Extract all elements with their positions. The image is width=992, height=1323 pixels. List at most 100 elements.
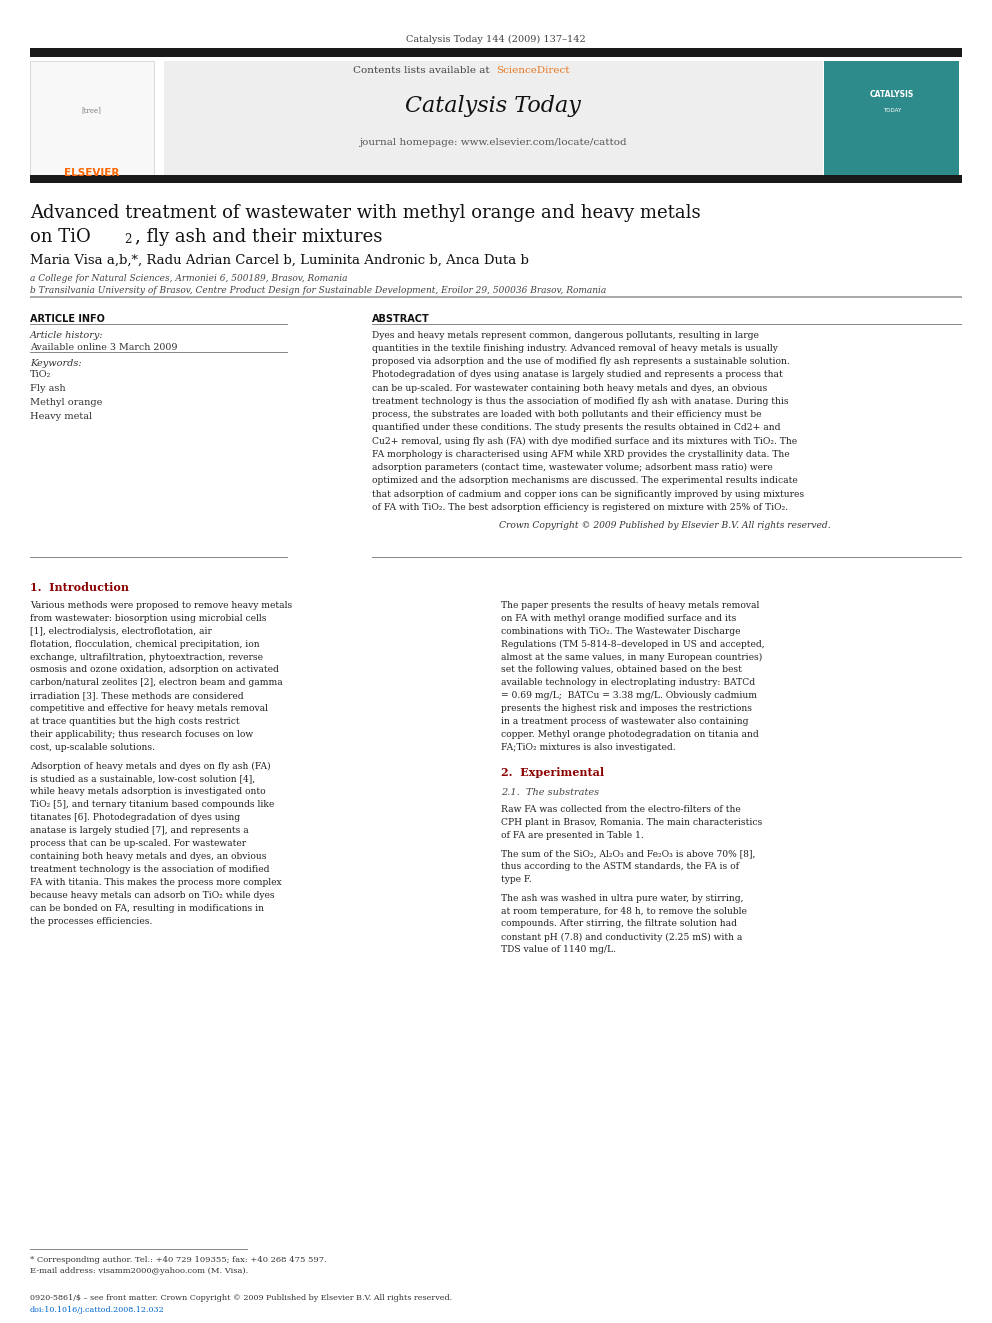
Text: proposed via adsorption and the use of modified fly ash represents a sustainable: proposed via adsorption and the use of m…	[372, 357, 790, 366]
Text: Dyes and heavy metals represent common, dangerous pollutants, resulting in large: Dyes and heavy metals represent common, …	[372, 331, 759, 340]
Text: ScienceDirect: ScienceDirect	[496, 66, 569, 75]
Text: Maria Visa a,b,*, Radu Adrian Carcel b, Luminita Andronic b, Anca Duta b: Maria Visa a,b,*, Radu Adrian Carcel b, …	[30, 254, 529, 267]
Text: adsorption parameters (contact time, wastewater volume; adsorbent mass ratio) we: adsorption parameters (contact time, was…	[372, 463, 773, 472]
Text: b Transilvania University of Brasov, Centre Product Design for Sustainable Devel: b Transilvania University of Brasov, Cen…	[30, 286, 606, 295]
Text: quantities in the textile finishing industry. Advanced removal of heavy metals i: quantities in the textile finishing indu…	[372, 344, 778, 353]
Text: flotation, flocculation, chemical precipitation, ion: flotation, flocculation, chemical precip…	[30, 639, 259, 648]
Text: from wastewater: biosorption using microbial cells: from wastewater: biosorption using micro…	[30, 614, 266, 623]
Bar	[30, 61, 154, 177]
Text: Cu2+ removal, using fly ash (FA) with dye modified surface and its mixtures with: Cu2+ removal, using fly ash (FA) with dy…	[372, 437, 798, 446]
Text: anatase is largely studied [7], and represents a: anatase is largely studied [7], and repr…	[30, 827, 249, 835]
Text: FA morphology is characterised using AFM while XRD provides the crystallinity da: FA morphology is characterised using AFM…	[372, 450, 790, 459]
Bar	[824, 61, 959, 177]
Text: exchange, ultrafiltration, phytoextraction, reverse: exchange, ultrafiltration, phytoextracti…	[30, 652, 263, 662]
Text: irradiation [3]. These methods are considered: irradiation [3]. These methods are consi…	[30, 692, 243, 700]
Text: doi:10.1016/j.cattod.2008.12.032: doi:10.1016/j.cattod.2008.12.032	[30, 1306, 165, 1314]
Bar	[30, 48, 962, 57]
Text: TODAY: TODAY	[883, 108, 901, 114]
Text: , fly ash and their mixtures: , fly ash and their mixtures	[135, 228, 382, 246]
Text: containing both heavy metals and dyes, an obvious: containing both heavy metals and dyes, a…	[30, 852, 266, 861]
Text: at room temperature, for 48 h, to remove the soluble: at room temperature, for 48 h, to remove…	[501, 906, 747, 916]
Text: osmosis and ozone oxidation, adsorption on activated: osmosis and ozone oxidation, adsorption …	[30, 665, 279, 675]
Text: type F.: type F.	[501, 876, 532, 884]
Text: 1.  Introduction: 1. Introduction	[30, 582, 129, 593]
Text: E-mail address: visamm2000@yahoo.com (M. Visa).: E-mail address: visamm2000@yahoo.com (M.…	[30, 1267, 248, 1275]
Text: Available online 3 March 2009: Available online 3 March 2009	[30, 343, 178, 352]
Text: journal homepage: www.elsevier.com/locate/cattod: journal homepage: www.elsevier.com/locat…	[359, 138, 627, 147]
Text: presents the highest risk and imposes the restrictions: presents the highest risk and imposes th…	[501, 704, 752, 713]
Text: process that can be up-scaled. For wastewater: process that can be up-scaled. For waste…	[30, 839, 246, 848]
Text: = 0.69 mg/L;  BATCu = 3.38 mg/L. Obviously cadmium: = 0.69 mg/L; BATCu = 3.38 mg/L. Obviousl…	[501, 692, 757, 700]
Text: CATALYSIS: CATALYSIS	[870, 90, 914, 99]
Text: optimized and the adsorption mechanisms are discussed. The experimental results : optimized and the adsorption mechanisms …	[372, 476, 798, 486]
Text: copper. Methyl orange photodegradation on titania and: copper. Methyl orange photodegradation o…	[501, 730, 759, 740]
Text: available technology in electroplating industry: BATCd: available technology in electroplating i…	[501, 679, 755, 688]
Text: Catalysis Today 144 (2009) 137–142: Catalysis Today 144 (2009) 137–142	[406, 34, 586, 44]
Text: Various methods were proposed to remove heavy metals: Various methods were proposed to remove …	[30, 601, 292, 610]
Text: their applicability; thus research focuses on low: their applicability; thus research focus…	[30, 730, 253, 740]
Text: [1], electrodialysis, electroflotation, air: [1], electrodialysis, electroflotation, …	[30, 627, 211, 635]
Text: Contents lists available at: Contents lists available at	[353, 66, 493, 75]
Bar	[372, 557, 962, 558]
Text: ABSTRACT: ABSTRACT	[372, 314, 430, 324]
Text: Catalysis Today: Catalysis Today	[405, 95, 581, 118]
Text: in a treatment process of wastewater also containing: in a treatment process of wastewater als…	[501, 717, 748, 726]
Text: Fly ash: Fly ash	[30, 384, 65, 393]
Text: constant pH (7.8) and conductivity (2.25 mS) with a: constant pH (7.8) and conductivity (2.25…	[501, 933, 742, 942]
Bar	[164, 61, 823, 177]
Text: Keywords:: Keywords:	[30, 359, 81, 368]
Text: at trace quantities but the high costs restrict: at trace quantities but the high costs r…	[30, 717, 239, 726]
Text: ARTICLE INFO: ARTICLE INFO	[30, 314, 104, 324]
Text: carbon/natural zeolites [2], electron beam and gamma: carbon/natural zeolites [2], electron be…	[30, 679, 283, 688]
Bar	[30, 324, 288, 325]
Text: The ash was washed in ultra pure water, by stirring,: The ash was washed in ultra pure water, …	[501, 893, 743, 902]
Text: treatment technology is the association of modified: treatment technology is the association …	[30, 865, 269, 875]
Text: that adsorption of cadmium and copper ions can be significantly improved by usin: that adsorption of cadmium and copper io…	[372, 490, 805, 499]
Text: thus according to the ASTM standards, the FA is of: thus according to the ASTM standards, th…	[501, 863, 739, 872]
Text: 2.1.  The substrates: 2.1. The substrates	[501, 789, 599, 796]
Text: because heavy metals can adsorb on TiO₂ while dyes: because heavy metals can adsorb on TiO₂ …	[30, 892, 275, 900]
Text: almost at the same values, in many European countries): almost at the same values, in many Europ…	[501, 652, 762, 662]
Text: set the following values, obtained based on the best: set the following values, obtained based…	[501, 665, 742, 675]
Text: a College for Natural Sciences, Armoniei 6, 500189, Brasov, Romania: a College for Natural Sciences, Armoniei…	[30, 274, 347, 283]
Text: Raw FA was collected from the electro-filters of the: Raw FA was collected from the electro-fi…	[501, 806, 741, 814]
Text: quantified under these conditions. The study presents the results obtained in Cd: quantified under these conditions. The s…	[372, 423, 781, 433]
Text: Crown Copyright © 2009 Published by Elsevier B.V. All rights reserved.: Crown Copyright © 2009 Published by Else…	[499, 521, 830, 531]
Bar	[30, 175, 962, 183]
Text: process, the substrates are loaded with both pollutants and their efficiency mus: process, the substrates are loaded with …	[372, 410, 762, 419]
Text: of FA are presented in Table 1.: of FA are presented in Table 1.	[501, 831, 644, 840]
Text: The sum of the SiO₂, Al₂O₃ and Fe₂O₃ is above 70% [8],: The sum of the SiO₂, Al₂O₃ and Fe₂O₃ is …	[501, 849, 755, 859]
Text: TiO₂: TiO₂	[30, 370, 52, 380]
Bar	[30, 296, 962, 298]
Text: treatment technology is thus the association of modified fly ash with anatase. D: treatment technology is thus the associa…	[372, 397, 789, 406]
Text: on TiO: on TiO	[30, 228, 90, 246]
Text: 2.  Experimental: 2. Experimental	[501, 767, 604, 778]
Text: the processes efficiencies.: the processes efficiencies.	[30, 917, 152, 926]
Text: CPH plant in Brasov, Romania. The main characteristics: CPH plant in Brasov, Romania. The main c…	[501, 818, 762, 827]
Text: FA with titania. This makes the process more complex: FA with titania. This makes the process …	[30, 878, 282, 888]
Text: 2: 2	[125, 233, 132, 246]
Text: ELSEVIER: ELSEVIER	[64, 168, 119, 179]
Text: while heavy metals adsorption is investigated onto: while heavy metals adsorption is investi…	[30, 787, 266, 796]
Text: can be up-scaled. For wastewater containing both heavy metals and dyes, an obvio: can be up-scaled. For wastewater contain…	[372, 384, 767, 393]
Text: The paper presents the results of heavy metals removal: The paper presents the results of heavy …	[501, 601, 759, 610]
Text: compounds. After stirring, the filtrate solution had: compounds. After stirring, the filtrate …	[501, 919, 737, 929]
Text: Advanced treatment of wastewater with methyl orange and heavy metals: Advanced treatment of wastewater with me…	[30, 204, 700, 222]
Text: 0920-5861/$ – see front matter. Crown Copyright © 2009 Published by Elsevier B.V: 0920-5861/$ – see front matter. Crown Co…	[30, 1294, 452, 1302]
Bar	[30, 557, 288, 558]
Bar	[30, 352, 288, 353]
Bar	[30, 1249, 248, 1250]
Text: is studied as a sustainable, low-cost solution [4],: is studied as a sustainable, low-cost so…	[30, 774, 255, 783]
Text: * Corresponding author. Tel.: +40 729 109355; fax: +40 268 475 597.: * Corresponding author. Tel.: +40 729 10…	[30, 1256, 326, 1263]
Text: Regulations (TM 5-814-8–developed in US and accepted,: Regulations (TM 5-814-8–developed in US …	[501, 639, 765, 648]
Text: [tree]: [tree]	[81, 106, 102, 114]
Text: Adsorption of heavy metals and dyes on fly ash (FA): Adsorption of heavy metals and dyes on f…	[30, 762, 271, 770]
Text: cost, up-scalable solutions.: cost, up-scalable solutions.	[30, 744, 155, 753]
Text: Article history:: Article history:	[30, 331, 103, 340]
Text: Methyl orange: Methyl orange	[30, 398, 102, 407]
Text: Heavy metal: Heavy metal	[30, 411, 92, 421]
Text: competitive and effective for heavy metals removal: competitive and effective for heavy meta…	[30, 704, 268, 713]
Text: can be bonded on FA, resulting in modifications in: can be bonded on FA, resulting in modifi…	[30, 904, 264, 913]
Text: on FA with methyl orange modified surface and its: on FA with methyl orange modified surfac…	[501, 614, 736, 623]
Text: TDS value of 1140 mg/L.: TDS value of 1140 mg/L.	[501, 946, 616, 954]
